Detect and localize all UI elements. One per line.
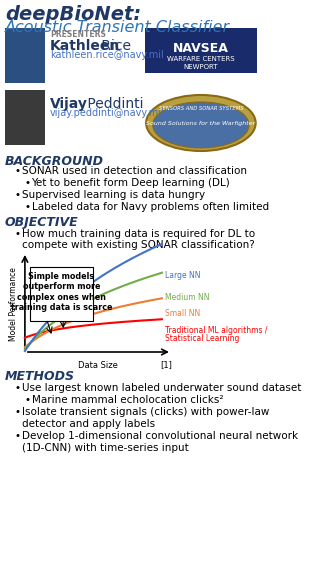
Text: vijay.peddinti@navy.mil: vijay.peddinti@navy.mil — [50, 108, 165, 118]
Text: Kathleen: Kathleen — [50, 39, 120, 53]
Text: Large NN: Large NN — [165, 271, 201, 280]
Text: Statistical Learning: Statistical Learning — [165, 334, 240, 343]
Text: OBJECTIVE: OBJECTIVE — [5, 216, 79, 229]
FancyBboxPatch shape — [5, 28, 45, 83]
Text: Use largest known labeled underwater sound dataset: Use largest known labeled underwater sou… — [22, 383, 301, 393]
Text: •: • — [15, 166, 21, 176]
Text: Peddinti: Peddinti — [83, 97, 144, 111]
Text: •: • — [15, 383, 21, 393]
Ellipse shape — [146, 95, 256, 151]
FancyBboxPatch shape — [145, 28, 257, 73]
Text: SENSORS AND SONAR SYSTEMS: SENSORS AND SONAR SYSTEMS — [158, 106, 243, 111]
Text: •: • — [15, 431, 21, 441]
Text: •: • — [25, 202, 31, 212]
Text: deepBioNet:: deepBioNet: — [5, 5, 141, 24]
Text: METHODS: METHODS — [5, 370, 75, 383]
Text: [1]: [1] — [160, 360, 172, 369]
Text: NAVSEA: NAVSEA — [173, 42, 229, 56]
Text: How much training data is required for DL to: How much training data is required for D… — [22, 229, 255, 239]
Text: •: • — [25, 178, 31, 188]
Text: •: • — [15, 229, 21, 239]
Ellipse shape — [153, 102, 249, 148]
Text: BACKGROUND: BACKGROUND — [5, 155, 104, 168]
Text: Traditional ML algorithms /: Traditional ML algorithms / — [165, 325, 268, 334]
Text: Marine mammal echolocation clicks²: Marine mammal echolocation clicks² — [32, 395, 223, 405]
Text: compete with existing SONAR classification?: compete with existing SONAR classificati… — [22, 240, 254, 250]
Text: Medium NN: Medium NN — [165, 293, 210, 302]
Text: •: • — [15, 407, 21, 417]
Text: Isolate transient signals (clicks) with power-law
detector and apply labels: Isolate transient signals (clicks) with … — [22, 407, 269, 428]
Text: Data Size: Data Size — [78, 361, 118, 370]
Text: WARFARE CENTERS: WARFARE CENTERS — [167, 56, 235, 62]
Text: •: • — [15, 190, 21, 200]
Text: Labeled data for Navy problems often limited: Labeled data for Navy problems often lim… — [32, 202, 269, 212]
Text: NEWPORT: NEWPORT — [184, 64, 218, 70]
FancyBboxPatch shape — [30, 267, 93, 321]
Text: Supervised learning is data hungry: Supervised learning is data hungry — [22, 190, 205, 200]
Text: Acoustic Transient Classifier: Acoustic Transient Classifier — [5, 20, 230, 35]
Text: Rice: Rice — [97, 39, 131, 53]
Text: kathleen.rice@navy.mil: kathleen.rice@navy.mil — [50, 50, 164, 60]
Text: SONAR used in detection and classification: SONAR used in detection and classificati… — [22, 166, 247, 176]
Text: Small NN: Small NN — [165, 310, 200, 319]
Text: PRESENTERS: PRESENTERS — [50, 30, 106, 39]
FancyBboxPatch shape — [5, 90, 45, 145]
Text: Develop 1-dimensional convolutional neural network
(1D-CNN) with time-series inp: Develop 1-dimensional convolutional neur… — [22, 431, 298, 453]
Text: Simple models
outperform more
complex ones when
training data is scarce: Simple models outperform more complex on… — [11, 272, 112, 312]
Text: Sound Solutions for the Warfighter: Sound Solutions for the Warfighter — [146, 120, 256, 126]
Text: •: • — [25, 395, 31, 405]
Text: Model Performance: Model Performance — [9, 267, 18, 341]
Text: Vijay: Vijay — [50, 97, 88, 111]
Text: Yet to benefit form Deep learning (DL): Yet to benefit form Deep learning (DL) — [32, 178, 230, 188]
